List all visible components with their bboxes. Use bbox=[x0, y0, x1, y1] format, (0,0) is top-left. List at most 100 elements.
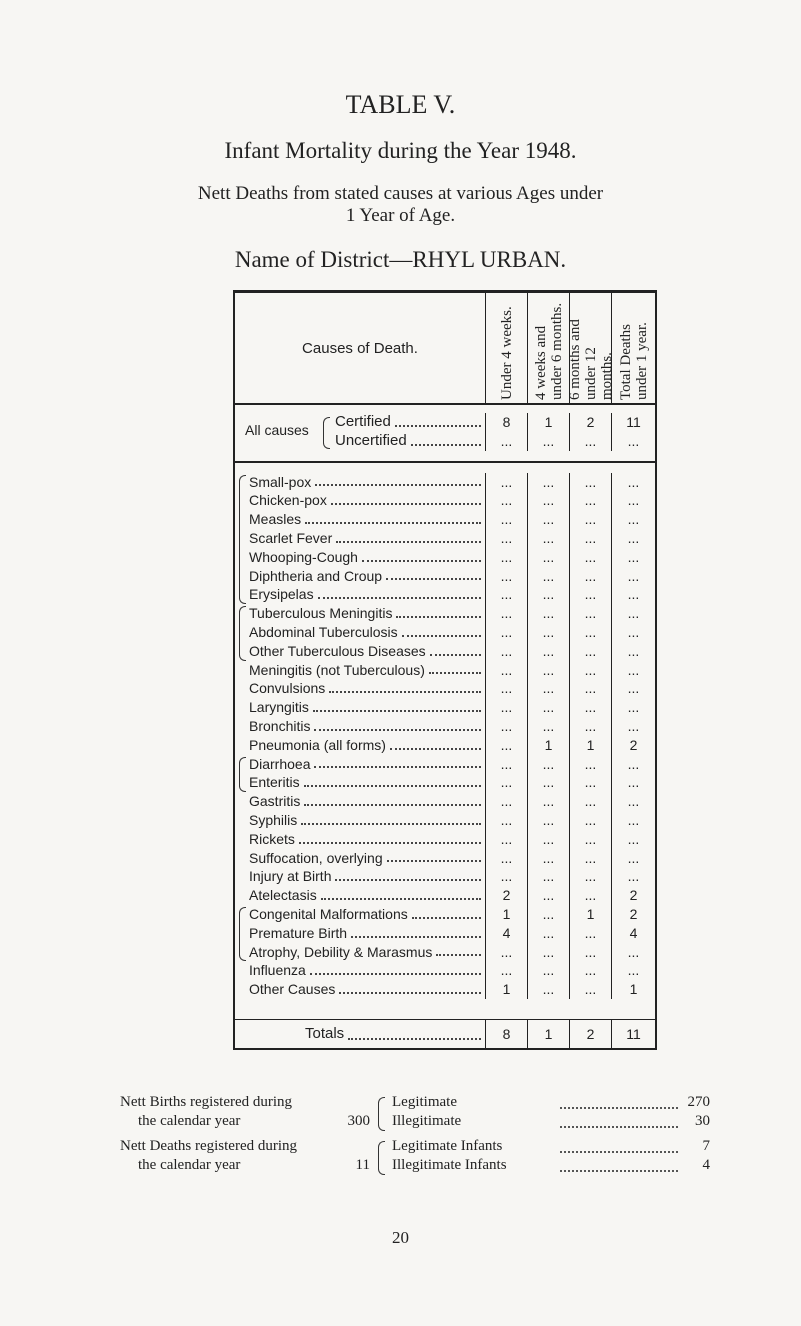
cell: ... bbox=[611, 641, 655, 661]
leader bbox=[301, 811, 481, 825]
all-causes-label: All causes bbox=[245, 422, 309, 438]
label-text: Convulsions bbox=[249, 680, 326, 697]
cell: ... bbox=[485, 792, 527, 811]
cell: ... bbox=[527, 829, 569, 849]
cell: ... bbox=[569, 528, 611, 548]
table-row: Congenital Malformations 1... 1 2 bbox=[235, 904, 655, 924]
leader bbox=[560, 1107, 678, 1109]
table-row: Premature Birth 4...... 4 bbox=[235, 923, 655, 943]
footer-item-value: 7 bbox=[702, 1138, 711, 1154]
label-text: Pneumonia (all forms) bbox=[249, 736, 386, 753]
cell: ... bbox=[527, 810, 569, 830]
cell: ... bbox=[611, 547, 655, 567]
cell: ... bbox=[611, 829, 655, 849]
row-label: Convulsions bbox=[235, 679, 485, 698]
label-text: Congenital Malformations bbox=[249, 905, 408, 922]
cell: ... bbox=[569, 585, 611, 605]
cell: ... bbox=[569, 773, 611, 793]
cell: 8 bbox=[485, 413, 527, 432]
column-heading: Under 4 weeks. bbox=[498, 306, 515, 400]
cell: ... bbox=[569, 641, 611, 661]
footer-label: the calendar year bbox=[138, 1157, 241, 1173]
label-text: Abdominal Tuberculosis bbox=[249, 623, 398, 640]
column-heading: Causes of Death. bbox=[302, 339, 418, 357]
row-label: Measles bbox=[235, 510, 485, 529]
leader bbox=[389, 736, 481, 750]
cell: ... bbox=[611, 510, 655, 529]
cell: ... bbox=[569, 679, 611, 699]
cell: ... bbox=[485, 735, 527, 755]
label-text: Small-pox bbox=[249, 473, 312, 490]
cell: ... bbox=[569, 472, 611, 492]
row-label: Pneumonia (all forms) bbox=[235, 736, 485, 755]
cell: 2 bbox=[611, 886, 655, 905]
label-text: Meningitis (not Tuberculous) bbox=[249, 661, 425, 678]
cell: ... bbox=[569, 980, 611, 999]
cell: ... bbox=[611, 585, 655, 605]
subtitle: Infant Mortality during the Year 1948. bbox=[224, 138, 577, 163]
cell: ... bbox=[485, 431, 527, 451]
leader bbox=[339, 980, 481, 994]
column-heading: 6 months and under 12 months. bbox=[569, 319, 611, 400]
table-row: Enteritis............ bbox=[235, 773, 655, 793]
leader bbox=[348, 1020, 481, 1040]
page-number: 20 bbox=[392, 1228, 409, 1247]
leader bbox=[330, 491, 481, 506]
cell: ... bbox=[527, 528, 569, 548]
cell: ... bbox=[611, 961, 655, 981]
cell: ... bbox=[569, 491, 611, 511]
leader bbox=[394, 413, 481, 427]
footer-item-value: 4 bbox=[702, 1157, 711, 1173]
cell: ... bbox=[527, 431, 569, 451]
column-heading: 4 weeks and under 6 months. bbox=[532, 302, 565, 400]
label-text: Bronchitis bbox=[249, 717, 311, 734]
row-label: Laryngitis bbox=[235, 698, 485, 717]
all-causes-row: Uncertified............ bbox=[235, 431, 655, 451]
row-label: Small-pox bbox=[235, 473, 485, 492]
row-label: Influenza bbox=[235, 961, 485, 980]
row-label: Whooping-Cough bbox=[235, 548, 485, 567]
district: Name of District—RHYL URBAN. bbox=[234, 247, 567, 272]
label-text: Chicken-pox bbox=[249, 492, 327, 509]
leader bbox=[410, 432, 481, 446]
header-cell: Under 4 weeks. bbox=[485, 293, 527, 403]
leader bbox=[303, 773, 481, 788]
label-text: Certified bbox=[335, 413, 391, 430]
cell: ... bbox=[611, 942, 655, 962]
footer-total: 300 bbox=[347, 1113, 371, 1129]
leader bbox=[312, 698, 481, 712]
table-row: Diphtheria and Croup............ bbox=[235, 566, 655, 586]
table-row: Atelectasis 2...... 2 bbox=[235, 886, 655, 905]
cell: ... bbox=[611, 431, 655, 451]
table-row: Meningitis (not Tuberculous)............ bbox=[235, 660, 655, 680]
cell: ... bbox=[611, 754, 655, 774]
brace bbox=[239, 906, 246, 962]
cell: ... bbox=[527, 716, 569, 736]
footer-item-label: Legitimate Infants bbox=[392, 1138, 503, 1154]
table-row: Convulsions............ bbox=[235, 679, 655, 699]
leader bbox=[361, 548, 481, 562]
label-text: Whooping-Cough bbox=[249, 548, 358, 565]
cell: ... bbox=[485, 754, 527, 774]
label-text: Suffocation, overlying bbox=[249, 849, 383, 866]
table-row: Measles............ bbox=[235, 510, 655, 529]
cell: ... bbox=[485, 961, 527, 981]
row-label: Tuberculous Meningitis bbox=[235, 604, 485, 623]
cell: ... bbox=[527, 886, 569, 905]
cell: ... bbox=[569, 829, 611, 849]
leader bbox=[320, 886, 481, 900]
cell: ... bbox=[569, 848, 611, 868]
leader bbox=[560, 1126, 678, 1128]
cell: 1 bbox=[569, 904, 611, 924]
leader bbox=[411, 905, 481, 919]
row-label: Rickets bbox=[235, 830, 485, 849]
cell: 2 bbox=[569, 413, 611, 432]
cell: ... bbox=[569, 431, 611, 451]
cell: ... bbox=[611, 792, 655, 811]
leader bbox=[560, 1151, 678, 1153]
label-text: Rickets bbox=[249, 830, 295, 847]
label-text: Measles bbox=[249, 511, 302, 528]
cell: ... bbox=[485, 698, 527, 717]
label-text: Atrophy, Debility & Marasmus bbox=[249, 943, 433, 960]
row-label: Other Tuberculous Diseases bbox=[235, 642, 485, 661]
